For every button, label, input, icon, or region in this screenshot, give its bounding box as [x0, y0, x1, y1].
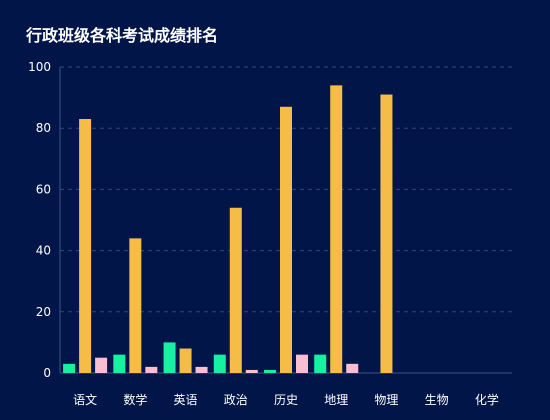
bar-2-历史	[280, 106, 292, 373]
bar-1-语文	[63, 363, 76, 373]
bar-1-历史	[264, 369, 276, 373]
chart-title: 行政班级各科考试成绩排名	[26, 26, 219, 45]
bars	[63, 85, 393, 374]
y-tick-label: 60	[36, 182, 51, 196]
bar-2-地理	[330, 85, 343, 374]
bar-3-政治	[245, 369, 258, 373]
bar-3-数学	[145, 366, 158, 373]
y-tick-label: 20	[36, 305, 51, 319]
bar-1-政治	[213, 354, 226, 373]
bar-3-语文	[95, 357, 108, 373]
bar-1-地理	[314, 354, 327, 373]
x-tick-label: 生物	[425, 393, 449, 407]
y-tick-label: 100	[28, 60, 51, 74]
x-tick-label: 政治	[224, 393, 248, 407]
x-tick-label: 地理	[324, 393, 348, 407]
bar-1-数学	[113, 354, 126, 373]
y-tick-label: 80	[36, 121, 51, 135]
x-tick-label: 物理	[374, 393, 398, 407]
x-tick-label: 数学	[123, 392, 147, 407]
x-tick-label: 历史	[274, 393, 298, 407]
bar-3-历史	[296, 354, 308, 373]
x-tick-label: 化学	[475, 392, 499, 407]
x-tick-label: 语文	[73, 392, 97, 407]
bar-2-政治	[229, 207, 242, 373]
bar-2-语文	[79, 119, 92, 374]
x-tick-label: 英语	[174, 393, 198, 407]
y-tick-label: 0	[43, 366, 51, 380]
y-tick-label: 40	[36, 244, 51, 258]
bar-1-英语	[163, 342, 176, 373]
bar-2-英语	[179, 348, 192, 373]
bar-2-数学	[129, 238, 142, 373]
bar-3-地理	[346, 363, 359, 373]
bar-2-物理	[380, 94, 393, 373]
bar-3-英语	[195, 366, 208, 373]
tick-labels: 0 20 40 60 80 100 语文 数学 英语 政治 历史 地理 物理 生物 化学	[28, 60, 499, 407]
